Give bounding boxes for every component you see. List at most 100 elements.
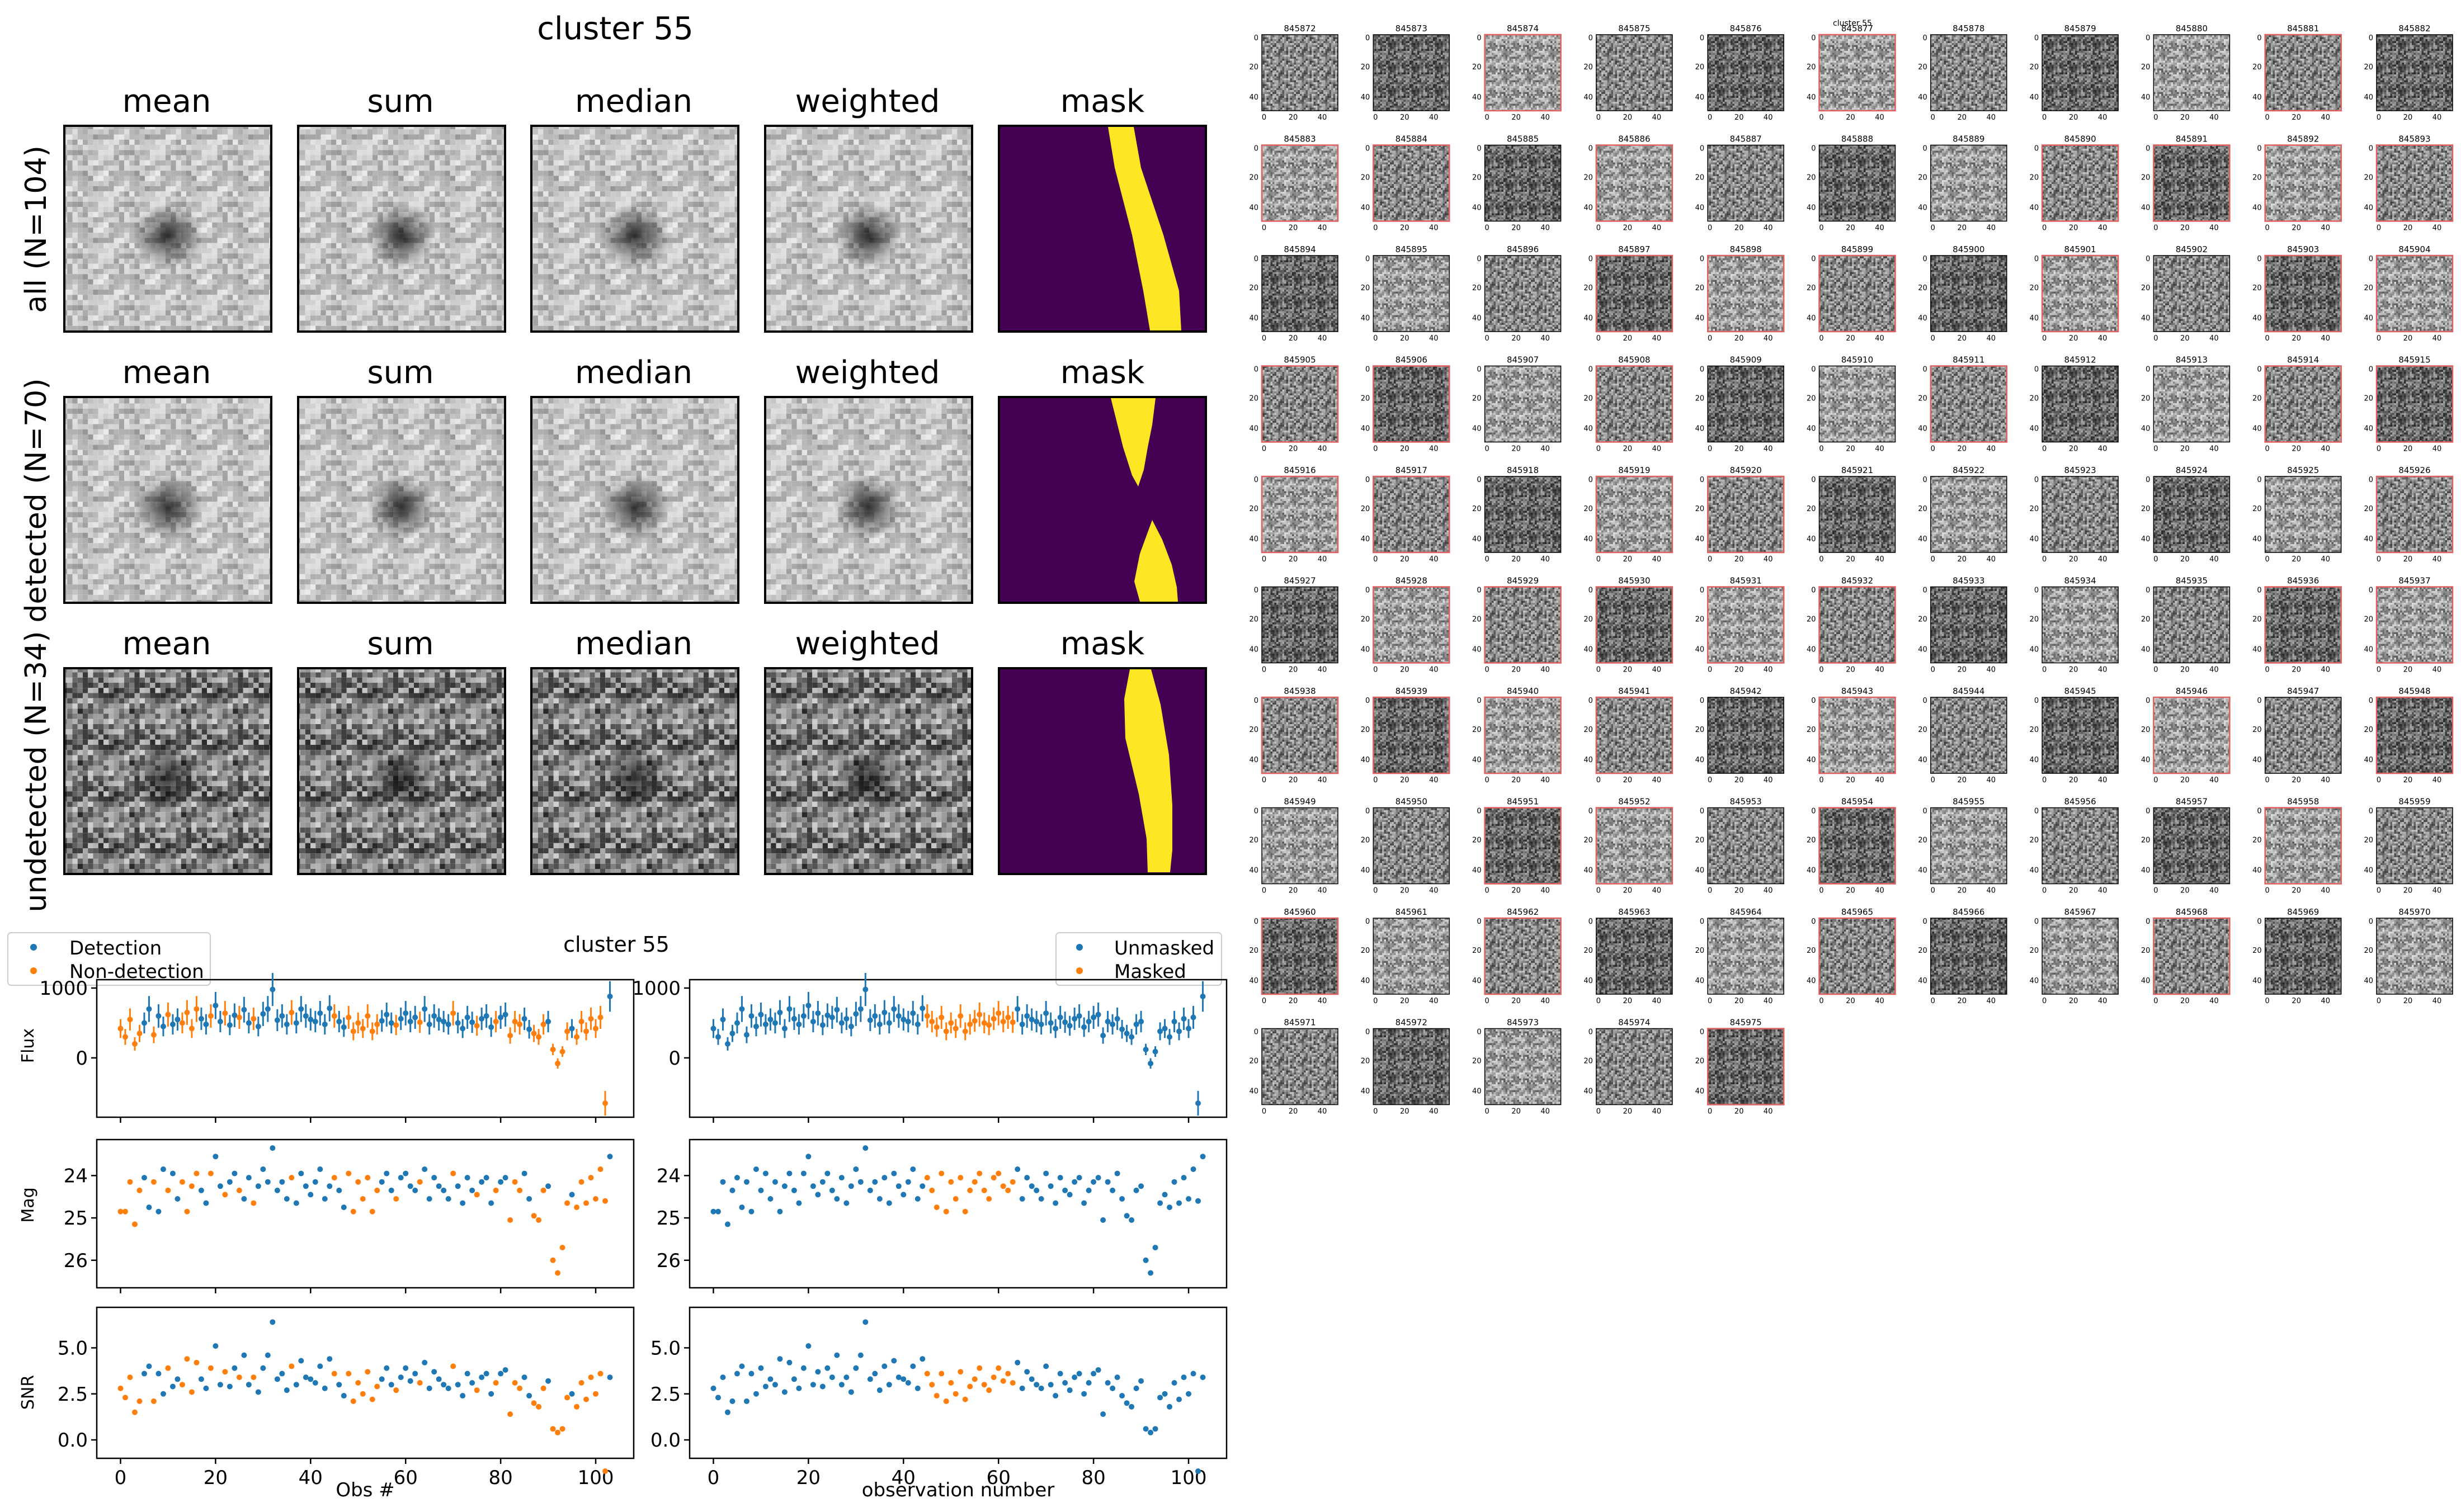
thumbnail-id: 845881 bbox=[2287, 23, 2319, 34]
thumbnail-ytick: 0 bbox=[1365, 34, 1370, 42]
data-point bbox=[365, 1013, 371, 1019]
data-point bbox=[958, 1175, 964, 1181]
thumbnail-xtick: 0 bbox=[2377, 114, 2381, 122]
thumbnail-xtick: 20 bbox=[1289, 114, 1298, 122]
data-point bbox=[972, 1179, 978, 1185]
thumbnail-frame bbox=[1484, 144, 1562, 222]
data-point bbox=[1186, 1196, 1192, 1202]
thumbnail-id: 845967 bbox=[2064, 907, 2096, 917]
data-point bbox=[521, 1170, 527, 1176]
data-point bbox=[232, 1365, 238, 1371]
thumbnail-xtick: 0 bbox=[1373, 114, 1378, 122]
thumbnail-ytick: 0 bbox=[2034, 918, 2039, 926]
thumbnail-xtick: 40 bbox=[1540, 666, 1550, 674]
thumbnail-ytick: 0 bbox=[1811, 145, 1816, 153]
thumbnail-xtick: 20 bbox=[1511, 334, 1521, 343]
cutout-row-labels: all (N=104) detected (N=70) undetected (… bbox=[20, 145, 53, 912]
data-point bbox=[748, 1371, 755, 1377]
data-point bbox=[289, 1009, 295, 1015]
data-point bbox=[1114, 1015, 1120, 1022]
thumbnail-xtick: 40 bbox=[1318, 224, 1327, 233]
thumbnail-xtick: 0 bbox=[2265, 334, 2270, 343]
thumbnail-ytick: 20 bbox=[2141, 726, 2151, 734]
data-point bbox=[241, 1007, 247, 1013]
data-point bbox=[843, 1374, 850, 1381]
data-point bbox=[593, 1391, 599, 1397]
thumbnail-frame-flagged bbox=[2264, 365, 2342, 443]
data-point bbox=[464, 1175, 470, 1181]
data-point bbox=[498, 1014, 504, 1020]
thumbnail-ytick: 0 bbox=[2034, 366, 2039, 374]
thumbnail-xtick: 0 bbox=[1484, 224, 1489, 233]
thumbnail-ytick: 20 bbox=[1807, 395, 1816, 403]
data-point bbox=[260, 1011, 266, 1017]
thumbnail-id: 845926 bbox=[2398, 465, 2430, 475]
data-point bbox=[920, 1356, 926, 1362]
thumbnail-xtick: 20 bbox=[1734, 114, 1744, 122]
thumbnail-frame-flagged bbox=[2264, 144, 2342, 222]
thumbnail-id: 845879 bbox=[2064, 23, 2096, 34]
data-point bbox=[1086, 1380, 1092, 1386]
data-point bbox=[327, 1183, 333, 1189]
thumbnail-xtick: 40 bbox=[1429, 887, 1439, 895]
data-point bbox=[796, 1385, 802, 1391]
data-point bbox=[222, 1192, 228, 1198]
data-point bbox=[758, 1365, 764, 1371]
thumbnail-xtick: 40 bbox=[1540, 445, 1550, 453]
thumbnail-xtick: 0 bbox=[1596, 114, 1601, 122]
thumbnail-xtick: 20 bbox=[2180, 224, 2190, 233]
thumbnail-xtick: 0 bbox=[1484, 887, 1489, 895]
thumbnail-ytick: 20 bbox=[1807, 726, 1816, 734]
thumbnail-frame-flagged bbox=[2375, 586, 2454, 664]
thumbnail-ytick: 20 bbox=[1249, 616, 1258, 624]
data-point bbox=[403, 1170, 409, 1176]
thumbnail-ytick: 0 bbox=[2146, 145, 2150, 153]
data-point bbox=[862, 986, 869, 993]
thumbnail-xtick: 40 bbox=[2098, 114, 2108, 122]
data-point bbox=[796, 1200, 802, 1206]
data-point bbox=[786, 1170, 793, 1176]
data-point bbox=[815, 1010, 821, 1016]
cutout-image-undetected-sum bbox=[297, 667, 506, 875]
thumbnail-id: 845941 bbox=[1618, 686, 1650, 696]
thumbnail-ytick: 0 bbox=[2146, 255, 2150, 263]
data-point bbox=[179, 1179, 185, 1185]
data-point bbox=[445, 1385, 451, 1391]
axis-snr-left: 0.02.55.00 20 40 60 80 100 bbox=[58, 1306, 635, 1489]
ytick-label: 5.0 bbox=[650, 1337, 681, 1359]
thumbnail-xtick: 0 bbox=[1484, 997, 1489, 1005]
thumbnail-frame-flagged bbox=[1595, 144, 1673, 222]
data-point bbox=[236, 1187, 242, 1193]
data-point bbox=[895, 1013, 902, 1019]
ytick-label: 24 bbox=[657, 1165, 681, 1187]
col-title-mask: mask bbox=[1060, 355, 1145, 391]
data-point bbox=[886, 1020, 892, 1026]
data-point bbox=[602, 1100, 609, 1107]
data-point bbox=[213, 1343, 219, 1349]
data-point bbox=[317, 1010, 323, 1016]
thumbnail-ytick: 20 bbox=[2364, 947, 2373, 955]
data-point bbox=[967, 1021, 973, 1027]
thumbnail-xtick: 40 bbox=[1429, 997, 1439, 1005]
data-point bbox=[881, 1009, 888, 1015]
thumbnail-id: 845934 bbox=[2064, 576, 2096, 586]
data-point bbox=[1095, 1367, 1101, 1373]
data-point bbox=[1110, 1187, 1116, 1193]
mask-region bbox=[1108, 127, 1181, 330]
data-point bbox=[1186, 1391, 1192, 1397]
thumbnail-frame bbox=[1930, 697, 2007, 774]
thumbnail-ytick: 0 bbox=[1588, 34, 1593, 42]
thumbnail-xtick: 20 bbox=[2403, 997, 2413, 1005]
data-point bbox=[943, 1208, 949, 1215]
